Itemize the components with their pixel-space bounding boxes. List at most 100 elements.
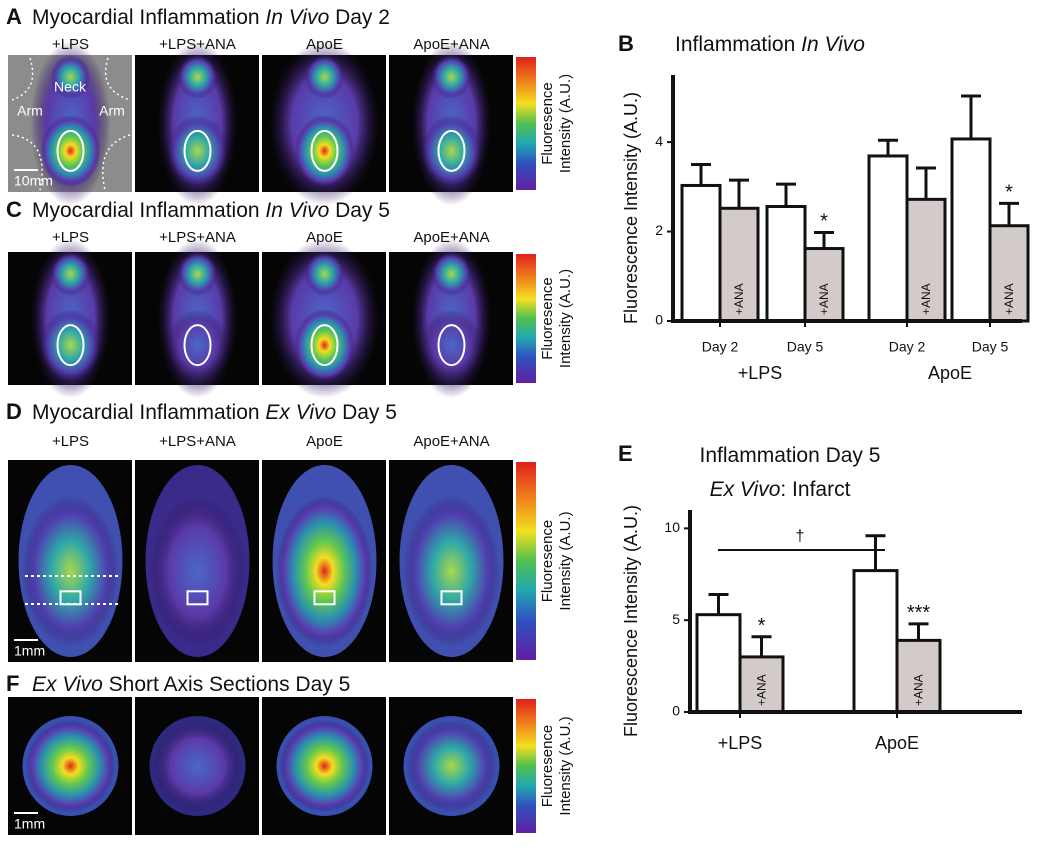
heat-spot <box>276 496 373 647</box>
colorbar-label: Fluoresence <box>539 725 556 808</box>
column-label: +LPS+ANA <box>159 229 236 246</box>
chart-title: Inflammation Day 5 <box>700 444 881 467</box>
column-label: +LPS <box>52 229 89 246</box>
title-part: Day 2 <box>329 6 390 29</box>
title-part: Day 5 <box>336 401 397 424</box>
roi <box>56 129 85 172</box>
column-label: +LPS+ANA <box>159 433 236 450</box>
heat-spot <box>152 720 243 812</box>
axes <box>671 75 1022 323</box>
roi <box>186 590 209 606</box>
bar-label: +ANA <box>755 674 769 706</box>
roi <box>310 129 339 172</box>
y-tick-label: 2 <box>655 222 663 238</box>
roi <box>437 129 466 172</box>
colorbar-label: Intensity (A.U.) <box>557 74 574 173</box>
axes <box>688 510 1022 714</box>
heat-spot <box>294 309 355 382</box>
y-tick-label: 0 <box>672 703 680 719</box>
roi <box>183 324 212 367</box>
significance: *** <box>907 602 931 624</box>
bracket-label: † <box>796 528 805 545</box>
x-tick-label: Day 5 <box>972 339 1009 355</box>
significance: * <box>1005 182 1013 204</box>
group-label: +LPS <box>738 363 783 383</box>
title-part: Day 5 <box>329 199 390 222</box>
panel-letter: D <box>6 399 22 424</box>
x-tick-label: +LPS <box>718 733 763 753</box>
colorbar-label: Fluoresence <box>539 277 556 360</box>
x-tick-label: ApoE <box>875 733 919 753</box>
group-label: ApoE <box>928 363 972 383</box>
title-part: In Vivo <box>801 33 865 56</box>
bar-label: +ANA <box>1002 283 1016 315</box>
title-part: Short Axis Sections Day 5 <box>103 673 350 696</box>
colorbar-label: Fluoresence <box>539 82 556 165</box>
scale-label: 1mm <box>14 816 45 832</box>
bar <box>988 224 1030 323</box>
bar <box>695 613 742 714</box>
tissue <box>50 252 91 296</box>
significance: * <box>758 615 766 637</box>
tissue <box>50 55 91 99</box>
tissue <box>431 252 472 296</box>
column-label: +LPS+ANA <box>159 36 236 53</box>
panel-title: Myocardial Inflammation In Vivo Day 5 <box>32 199 390 222</box>
panel-title: Ex Vivo Short Axis Sections Day 5 <box>32 673 350 696</box>
subtitle-part: : Infarct <box>780 478 850 501</box>
bar-label: +ANA <box>919 283 933 315</box>
x-tick-label: Day 5 <box>787 339 824 355</box>
heat-spot <box>40 114 101 187</box>
title-part: Inflammation <box>675 33 801 56</box>
roi <box>437 324 466 367</box>
panel-title: Myocardial Inflammation In Vivo Day 2 <box>32 6 390 29</box>
bar <box>738 655 785 714</box>
bar <box>905 197 947 323</box>
anatomy-label: Neck <box>54 79 87 95</box>
colorbar <box>516 57 536 190</box>
title-part: In Vivo <box>265 199 329 222</box>
roi <box>310 324 339 367</box>
tissue <box>304 252 345 296</box>
title-part: Ex Vivo <box>265 401 336 424</box>
roi <box>440 590 463 606</box>
scale-label: 10mm <box>14 173 53 189</box>
colorbar-label: Intensity (A.U.) <box>557 511 574 610</box>
panel-letter: C <box>6 197 22 222</box>
column-label: ApoE <box>306 433 343 450</box>
heat-spot <box>167 309 228 382</box>
anatomy-label: Arm <box>99 103 125 119</box>
y-axis-label: Fluorescence Intensity (A.U.) <box>621 92 641 324</box>
roi <box>313 590 336 606</box>
tissue <box>304 55 345 99</box>
column-label: ApoE+ANA <box>413 36 489 53</box>
x-tick-label: Day 2 <box>889 339 926 355</box>
tissue <box>431 55 472 99</box>
bar-label: +ANA <box>817 283 831 315</box>
colorbar <box>516 699 536 833</box>
roi <box>183 129 212 172</box>
colorbar <box>516 254 536 383</box>
bar-label: +ANA <box>912 674 926 706</box>
panel-letter: F <box>6 671 19 696</box>
chart-title: Inflammation In Vivo <box>675 33 865 56</box>
column-label: +LPS <box>52 36 89 53</box>
heat-spot <box>22 496 119 647</box>
panel-letter: B <box>618 31 634 56</box>
colorbar-label: Fluoresence <box>539 520 556 603</box>
y-axis-label: Fluorescence Intensity (A.U.) <box>621 505 641 737</box>
scale-label: 1mm <box>14 643 45 659</box>
title-part: Myocardial Inflammation <box>32 401 265 424</box>
roi <box>56 324 85 367</box>
bar <box>950 137 992 323</box>
column-label: ApoE <box>306 36 343 53</box>
title-part: Ex Vivo <box>32 673 103 696</box>
y-tick-label: 5 <box>672 611 680 627</box>
heat-spot <box>25 720 116 812</box>
y-tick-label: 0 <box>655 312 663 328</box>
roi <box>59 590 82 606</box>
title-part: Myocardial Inflammation <box>32 6 265 29</box>
heat-spot <box>40 309 101 382</box>
tissue <box>177 252 218 296</box>
bar <box>765 204 807 323</box>
